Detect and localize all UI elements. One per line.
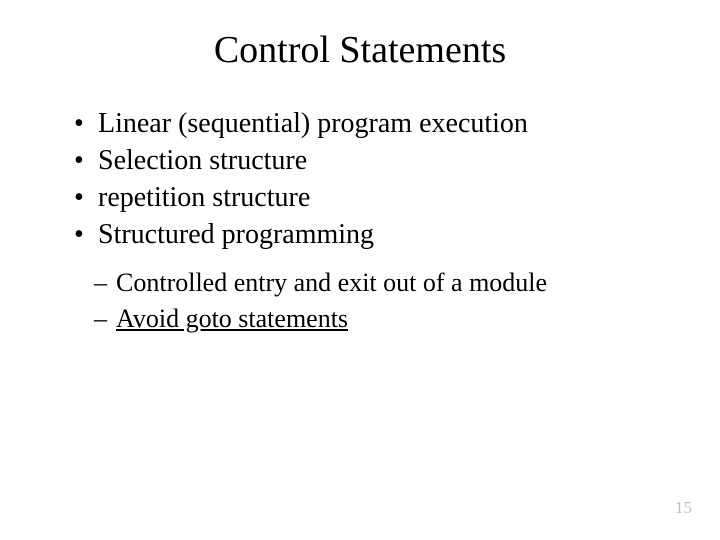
slide-title: Control Statements (60, 28, 660, 72)
sub-bullet-list: Controlled entry and exit out of a modul… (60, 266, 660, 336)
sub-bullet-item: Avoid goto statements (94, 302, 660, 336)
sub-bullet-item: Controlled entry and exit out of a modul… (94, 266, 660, 300)
bullet-item: Structured programming (74, 217, 660, 252)
bullet-item: repetition structure (74, 180, 660, 215)
slide: Control Statements Linear (sequential) p… (0, 0, 720, 540)
sub-bullet-text: Controlled entry and exit out of a modul… (116, 268, 547, 297)
sub-bullet-text-underlined: Avoid goto statements (116, 304, 348, 333)
bullet-list: Linear (sequential) program execution Se… (60, 106, 660, 252)
bullet-item: Linear (sequential) program execution (74, 106, 660, 141)
bullet-item: Selection structure (74, 143, 660, 178)
page-number: 15 (675, 498, 692, 518)
